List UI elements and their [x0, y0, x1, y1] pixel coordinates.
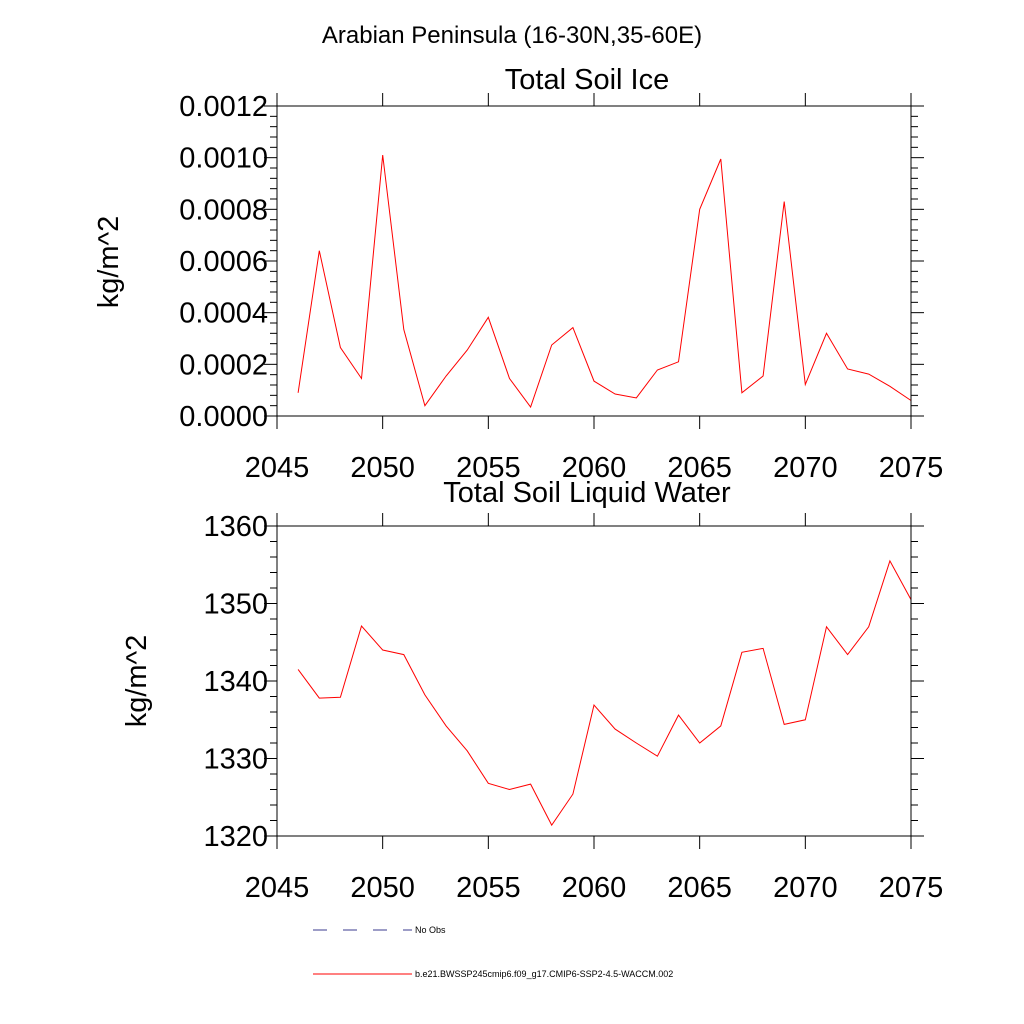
soil-ice-panel: Total Soil Ice 0.00000.00020.00040.00060…: [93, 64, 943, 484]
soil-ice-y-tick-label: 0.0010: [179, 143, 268, 175]
soil-ice-y-tick-label: 0.0002: [179, 349, 268, 381]
soil-ice-x-tick-label: 2055: [456, 452, 521, 484]
soil-ice-y-tick-label: 0.0008: [179, 194, 268, 226]
soil-ice-x-tick-label: 2045: [245, 452, 310, 484]
soil-liquid-water-series-line: [297, 559, 912, 827]
soil-liquid-water-x-tick-label: 2045: [245, 872, 310, 904]
soil-ice-y-tick-label: 0.0004: [179, 298, 268, 330]
soil-ice-plot-frame: [276, 105, 912, 417]
soil-liquid-water-plot-frame: [276, 525, 912, 837]
soil-ice-y-label: kg/m^2: [93, 216, 125, 309]
soil-liquid-water-x-tick-label: 2075: [879, 872, 944, 904]
soil-liquid-water-y-tick-label: 1340: [203, 666, 268, 698]
soil-liquid-water-x-tick-label: 2070: [773, 872, 838, 904]
soil-ice-series-group: [297, 155, 912, 409]
soil-liquid-water-y-tick-label: 1360: [203, 511, 268, 543]
soil-liquid-water-x-axis: 2045 2050 2055 2060 2065 2070 2075: [245, 513, 944, 904]
soil-liquid-water-y-tick-label: 1320: [203, 821, 268, 853]
soil-ice-x-tick-label: 2065: [667, 452, 732, 484]
soil-liquid-water-x-tick-label: 2065: [667, 872, 732, 904]
soil-liquid-water-y-tick-label: 1350: [203, 589, 268, 621]
soil-liquid-water-x-tick-label: 2060: [562, 872, 627, 904]
soil-ice-y-tick-label: 0.0000: [179, 401, 268, 433]
legend-no-obs-label: No Obs: [415, 925, 446, 935]
soil-ice-x-tick-label: 2070: [773, 452, 838, 484]
figure-title: Arabian Peninsula (16-30N,35-60E): [322, 22, 702, 49]
soil-ice-y-tick-label: 0.0006: [179, 246, 268, 278]
soil-ice-x-tick-label: 2075: [879, 452, 944, 484]
soil-ice-title: Total Soil Ice: [505, 64, 669, 96]
soil-liquid-water-panel: Total Soil Liquid Water 1320 1330 1340 1350…: [121, 477, 943, 904]
soil-liquid-water-y-label: kg/m^2: [121, 635, 153, 728]
soil-ice-series-line: [297, 155, 912, 409]
soil-ice-x-tick-label: 2060: [562, 452, 627, 484]
soil-liquid-water-x-tick-label: 2055: [456, 872, 521, 904]
soil-ice-x-axis: 2045 2050 2055 2060 2065 2070 2075: [245, 93, 944, 484]
soil-liquid-water-y-axis: 1320 1330 1340 1350 1360: [203, 511, 924, 853]
legend-model-run-label: b.e21.BWSSP245cmip6.f09_g17.CMIP6-SSP2-4…: [415, 969, 673, 979]
soil-liquid-water-x-tick-label: 2050: [350, 872, 415, 904]
legend: No Obs b.e21.BWSSP245cmip6.f09_g17.CMIP6…: [313, 925, 673, 979]
soil-liquid-water-y-tick-label: 1330: [203, 744, 268, 776]
soil-ice-y-tick-label: 0.0012: [179, 91, 268, 123]
soil-ice-x-tick-label: 2050: [350, 452, 415, 484]
soil-ice-y-axis: 0.0000 0.0002 0.0004 0.0006 0.0008 0.0010 0.00…: [179, 91, 924, 433]
soil-liquid-water-series-group: [297, 559, 912, 827]
soil-liquid-water-title: Total Soil Liquid Water: [443, 477, 731, 509]
